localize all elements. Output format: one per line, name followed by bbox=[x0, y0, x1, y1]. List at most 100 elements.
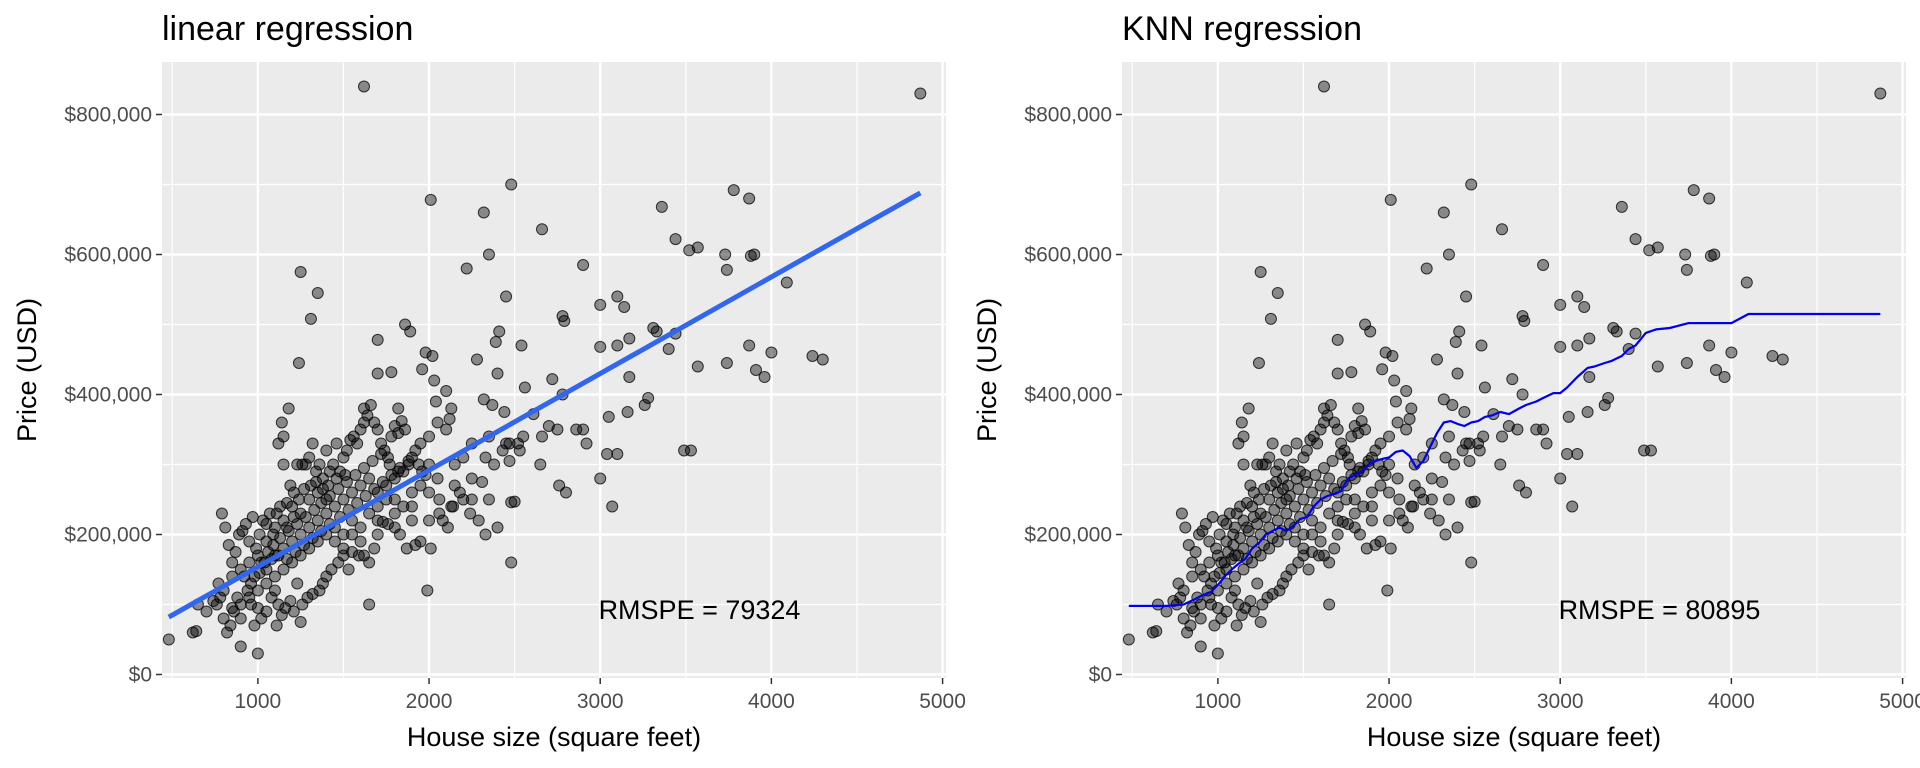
data-point bbox=[1566, 500, 1579, 513]
data-point bbox=[691, 360, 704, 373]
data-point bbox=[1266, 437, 1279, 450]
data-point bbox=[1465, 496, 1478, 509]
data-point bbox=[1331, 423, 1344, 436]
data-point bbox=[272, 437, 285, 450]
data-point bbox=[1680, 357, 1693, 369]
data-point bbox=[1384, 193, 1397, 206]
data-point bbox=[477, 393, 490, 406]
data-point bbox=[277, 458, 290, 471]
data-point bbox=[313, 458, 326, 471]
data-point bbox=[207, 595, 220, 607]
data-point bbox=[1331, 367, 1344, 380]
data-point bbox=[482, 248, 495, 261]
data-point bbox=[349, 469, 362, 481]
x-tick-label: 2000 bbox=[406, 690, 453, 713]
data-point bbox=[404, 325, 417, 338]
data-point bbox=[1449, 336, 1462, 348]
data-point bbox=[1554, 298, 1567, 311]
data-point bbox=[1228, 570, 1241, 583]
data-point bbox=[517, 430, 530, 443]
data-point bbox=[1151, 598, 1164, 611]
data-point bbox=[363, 598, 376, 611]
data-point bbox=[1537, 423, 1550, 436]
data-point bbox=[1383, 486, 1396, 499]
data-point bbox=[1228, 584, 1241, 597]
data-point bbox=[1288, 500, 1301, 513]
data-point bbox=[1181, 626, 1194, 639]
data-point bbox=[1439, 528, 1452, 541]
data-point bbox=[1259, 458, 1272, 471]
data-point bbox=[470, 353, 483, 366]
data-point bbox=[491, 521, 504, 534]
data-point bbox=[500, 290, 513, 303]
data-point bbox=[371, 423, 384, 436]
fit-line-group bbox=[1128, 312, 1881, 607]
data-point bbox=[421, 584, 434, 597]
data-point bbox=[339, 469, 352, 481]
data-point bbox=[371, 333, 384, 346]
data-point bbox=[743, 192, 756, 205]
data-point bbox=[1186, 556, 1199, 569]
data-point bbox=[1400, 385, 1413, 397]
data-point bbox=[392, 427, 405, 439]
data-point bbox=[236, 525, 249, 537]
data-point bbox=[748, 248, 761, 261]
data-point bbox=[1437, 206, 1450, 219]
rmspe-annotation: RMSPE = 80895 bbox=[1559, 595, 1761, 625]
data-point bbox=[720, 357, 733, 369]
data-point bbox=[1496, 223, 1509, 236]
data-point bbox=[1379, 346, 1392, 359]
data-point bbox=[280, 521, 293, 534]
data-point bbox=[282, 402, 295, 415]
data-point bbox=[424, 193, 437, 206]
data-point bbox=[1331, 500, 1344, 513]
data-point bbox=[1348, 507, 1361, 520]
data-point bbox=[291, 577, 304, 590]
data-point bbox=[623, 332, 636, 345]
data-point bbox=[505, 178, 518, 191]
data-point bbox=[816, 353, 829, 366]
data-point bbox=[337, 451, 350, 464]
data-point bbox=[780, 276, 793, 289]
data-point bbox=[448, 479, 461, 492]
data-point bbox=[1306, 528, 1319, 541]
data-point bbox=[1475, 339, 1488, 352]
data-point bbox=[1314, 479, 1327, 492]
data-point bbox=[414, 437, 427, 450]
data-point bbox=[245, 598, 258, 611]
data-point bbox=[1275, 497, 1288, 509]
data-point bbox=[447, 500, 460, 513]
data-point bbox=[162, 633, 175, 646]
data-point bbox=[1460, 437, 1473, 450]
y-axis-ticks: $0 $200,000 $400,000 $600,000 $800,000 bbox=[64, 104, 162, 687]
data-point bbox=[1239, 602, 1252, 614]
data-point bbox=[1258, 483, 1271, 495]
data-point bbox=[243, 556, 256, 569]
y-tick-label: $200,000 bbox=[64, 524, 152, 547]
data-point bbox=[513, 444, 526, 457]
data-point bbox=[1323, 507, 1336, 520]
data-point bbox=[320, 570, 333, 583]
data-point bbox=[322, 479, 335, 492]
data-point bbox=[1254, 266, 1267, 278]
data-point bbox=[1211, 602, 1224, 614]
data-point bbox=[1273, 584, 1286, 597]
data-point bbox=[1458, 406, 1471, 418]
data-point bbox=[1205, 598, 1218, 611]
data-point bbox=[388, 493, 401, 506]
data-point bbox=[1220, 577, 1233, 590]
data-point bbox=[1383, 458, 1396, 471]
data-point bbox=[313, 584, 326, 597]
data-point bbox=[1276, 577, 1289, 590]
data-point bbox=[1328, 542, 1341, 555]
data-point bbox=[1331, 528, 1344, 541]
data-point bbox=[1442, 248, 1455, 261]
data-point bbox=[371, 528, 384, 541]
x-axis-label: House size (square feet) bbox=[407, 722, 701, 752]
data-point bbox=[505, 496, 518, 509]
data-point bbox=[1317, 402, 1330, 415]
data-point bbox=[1230, 619, 1243, 632]
data-point bbox=[1496, 430, 1509, 443]
data-point bbox=[1348, 493, 1361, 506]
data-point bbox=[642, 392, 655, 404]
